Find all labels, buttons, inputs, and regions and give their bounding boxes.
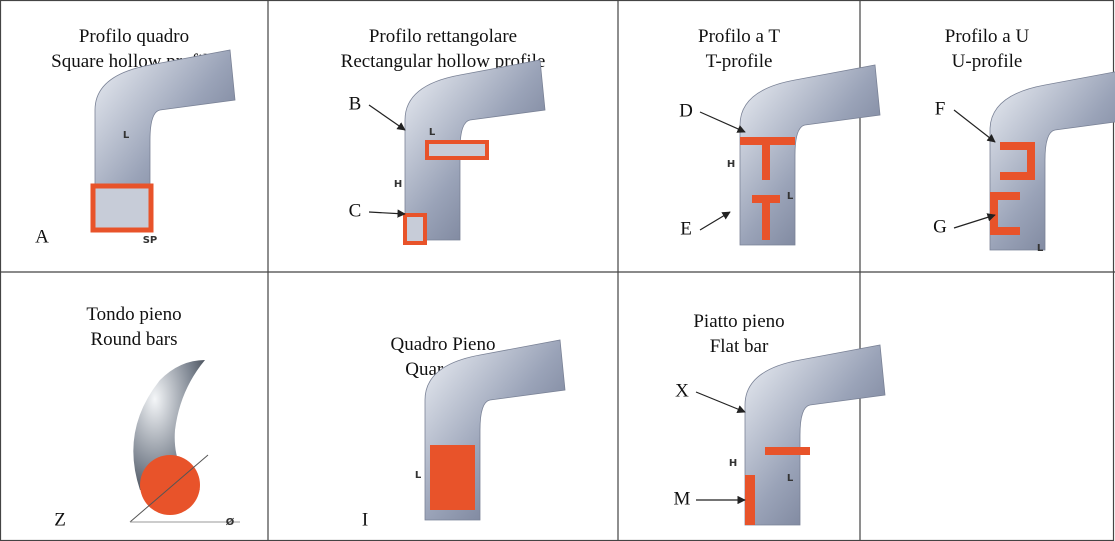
bent-bar — [739, 64, 881, 246]
profile-label: D — [679, 100, 693, 121]
bent-bar — [404, 59, 546, 241]
profile-label: G — [933, 216, 947, 237]
section — [740, 137, 795, 180]
profile-cell: Profilo a T T-profile D E H L — [679, 26, 881, 246]
profile-label: I — [362, 509, 368, 530]
label-arrow — [368, 104, 406, 131]
cell-title: Piatto pieno — [693, 311, 784, 332]
profile-label: A — [35, 226, 49, 247]
dimension-label: H — [727, 159, 735, 170]
bent-bar — [989, 71, 1115, 251]
section-low — [752, 195, 780, 240]
label-arrow — [699, 211, 731, 231]
profile-cell: Profilo rettangolare Rectangular hollow p… — [341, 26, 546, 245]
cell-title: T-profile — [706, 51, 773, 72]
profile-cell: Piatto pieno Flat bar X M H L — [674, 311, 886, 526]
cell-title: Flat bar — [710, 336, 769, 357]
profile-cell: Tondo pieno Round bars Z Ø — [54, 304, 240, 530]
cell-title: U-profile — [952, 51, 1023, 72]
dimension-label: L — [429, 127, 436, 138]
dimension-label: L — [415, 470, 422, 481]
dimension-label: H — [394, 179, 402, 190]
dimension-label: H — [729, 458, 737, 469]
cell-title: Rectangular hollow profile — [341, 51, 546, 72]
profile-label: M — [674, 488, 691, 509]
profile-label: B — [349, 93, 362, 114]
cell-title: Profilo rettangolare — [369, 26, 517, 47]
label-arrow — [953, 213, 996, 229]
section — [765, 447, 810, 455]
section — [430, 445, 475, 510]
cell-title: Profilo quadro — [79, 26, 189, 47]
cell-title: Round bars — [90, 329, 177, 350]
rod — [133, 360, 205, 490]
dimension-label: Ø — [226, 516, 235, 528]
section-low — [990, 192, 1020, 235]
label-arrow — [695, 391, 746, 414]
dimension-label: SP — [143, 235, 158, 246]
profile-illustration — [989, 71, 1115, 251]
cell-title: Profilo a U — [945, 26, 1030, 47]
dimension-label: L — [787, 473, 794, 484]
dimension-label: L — [787, 191, 794, 202]
cell-title: Quadro Pieno — [390, 334, 495, 355]
diameter-line — [129, 454, 209, 523]
section — [425, 140, 489, 160]
section-low — [745, 475, 755, 525]
profile-illustration — [744, 344, 886, 526]
section-low — [403, 213, 427, 245]
section — [1000, 142, 1035, 180]
profile-illustration — [90, 49, 236, 233]
profile-label: E — [680, 218, 692, 239]
profile-label: F — [935, 98, 946, 119]
profile-label: C — [349, 200, 362, 221]
label-arrow — [953, 109, 996, 143]
bent-bar — [744, 344, 886, 526]
cell-title: Tondo pieno — [86, 304, 181, 325]
profile-illustration — [424, 339, 566, 521]
profile-illustration — [403, 59, 546, 245]
section — [90, 183, 154, 233]
profile-illustration — [739, 64, 881, 246]
dimension-label: L — [1037, 243, 1044, 254]
dimension-label: L — [123, 130, 130, 141]
profile-illustration — [129, 360, 240, 523]
label-arrow — [699, 111, 746, 133]
profile-label: Z — [54, 509, 66, 530]
profile-label: X — [675, 380, 689, 401]
label-arrow — [368, 209, 406, 218]
profile-cell: Profilo a U U-profile F G L — [933, 26, 1115, 254]
cell-title: Profilo a T — [698, 26, 780, 47]
